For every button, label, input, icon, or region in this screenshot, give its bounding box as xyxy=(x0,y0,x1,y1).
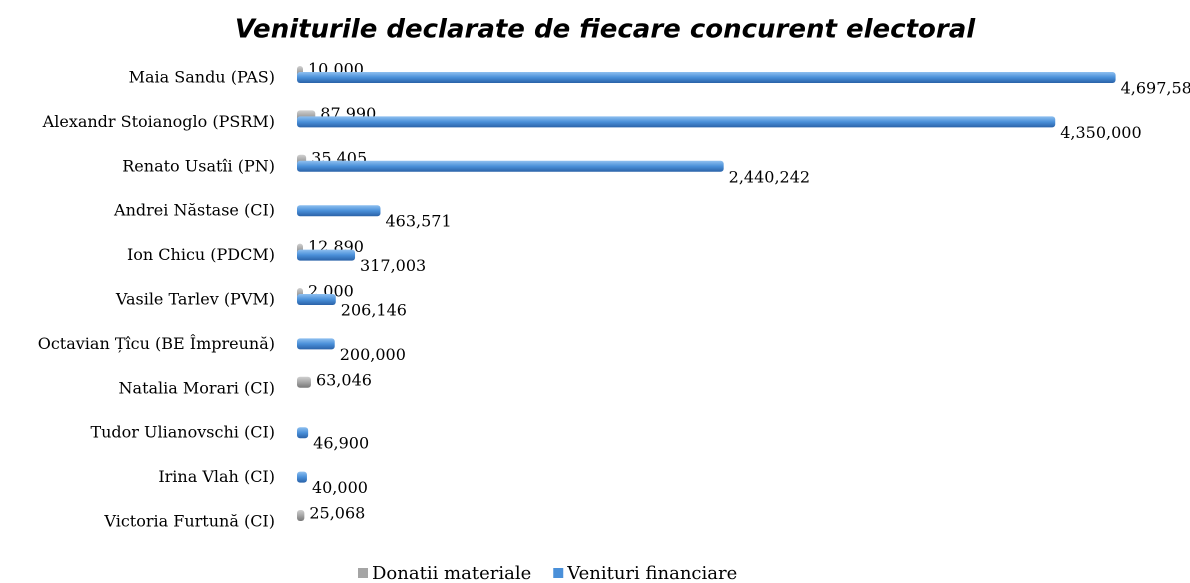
category-label: Irina Vlah (CI) xyxy=(158,467,275,486)
bar xyxy=(297,205,381,217)
data-label: 25,068 xyxy=(309,504,365,523)
category-label: Octavian Țîcu (BE Împreună) xyxy=(38,333,275,354)
bar xyxy=(297,427,309,439)
data-label: 4,697,587 xyxy=(1121,79,1190,98)
bar xyxy=(297,116,1056,128)
data-label: 4,350,000 xyxy=(1060,123,1141,142)
data-label: 2,440,242 xyxy=(729,167,810,186)
legend-label: Venituri financiare xyxy=(566,563,737,583)
data-label: 40,000 xyxy=(312,478,368,497)
category-label: Andrei Năstase (CI) xyxy=(113,201,275,220)
category-label: Renato Usatîi (PN) xyxy=(122,156,275,175)
data-label: 63,046 xyxy=(316,370,372,389)
category-label: Maia Sandu (PAS) xyxy=(129,68,275,87)
data-label: 200,000 xyxy=(340,345,406,364)
legend-swatch xyxy=(358,568,368,578)
chart-title: Veniturile declarate de fiecare concuren… xyxy=(235,15,976,45)
category-label: Ion Chicu (PDCM) xyxy=(127,245,275,264)
category-label: Tudor Ulianovschi (CI) xyxy=(90,423,275,442)
category-label: Natalia Morari (CI) xyxy=(119,378,275,397)
data-label: 463,571 xyxy=(385,212,451,231)
bar xyxy=(297,338,335,350)
bar xyxy=(297,72,1116,83)
bar xyxy=(297,510,305,521)
data-label: 206,146 xyxy=(341,301,407,320)
category-label: Vasile Tarlev (PVM) xyxy=(115,290,275,309)
bar xyxy=(297,294,336,305)
data-label: 46,900 xyxy=(313,434,369,453)
legend-swatch xyxy=(553,568,564,578)
bar xyxy=(297,471,307,483)
bar xyxy=(297,376,311,388)
data-label: 317,003 xyxy=(360,256,426,275)
bar xyxy=(297,249,356,261)
category-label: Victoria Furtună (CI) xyxy=(103,512,275,531)
bar xyxy=(297,160,724,172)
category-label: Alexandr Stoianoglo (PSRM) xyxy=(42,112,275,131)
legend-label: Donatii materiale xyxy=(372,563,531,583)
